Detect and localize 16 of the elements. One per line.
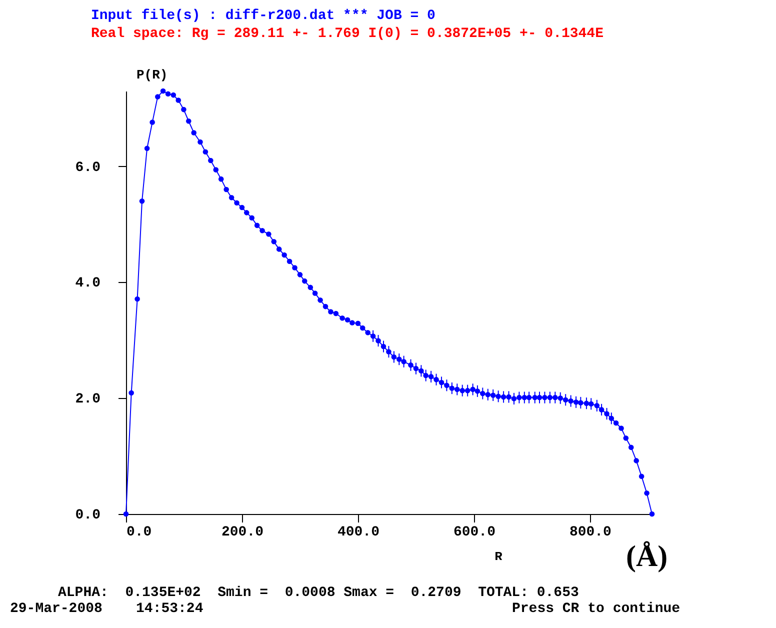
- x-tick-label: 800.0: [569, 524, 612, 540]
- chart-title: Input file(s) : diff-r200.dat *** JOB = 0: [91, 8, 436, 24]
- chart-subtitle: Real space: Rg = 289.11 +- 1.769 I(0) = 0.3872E+05 +- 0.1344E: [91, 26, 604, 42]
- y-tick-label: 2.0: [75, 392, 100, 408]
- x-tick-label: 600.0: [453, 524, 496, 540]
- text: Press CR to continue: [512, 601, 680, 617]
- y-tick-label: 4.0: [75, 276, 100, 292]
- x-tick-label: 0.0: [126, 524, 152, 540]
- y-tick-label: 0.0: [75, 508, 100, 524]
- text: (Å): [626, 540, 668, 574]
- text: 29-Mar-2008 14:53:24: [10, 601, 204, 617]
- y-axis-title: P(R): [136, 68, 168, 82]
- y-tick-label: 6.0: [75, 160, 100, 176]
- text: ALPHA: 0.135E+02 Smin = 0.0008 Smax = 0.2709 TOTAL: 0.653: [58, 585, 579, 601]
- x-tick-label: 400.0: [337, 524, 380, 540]
- x-tick-label: 200.0: [221, 524, 264, 540]
